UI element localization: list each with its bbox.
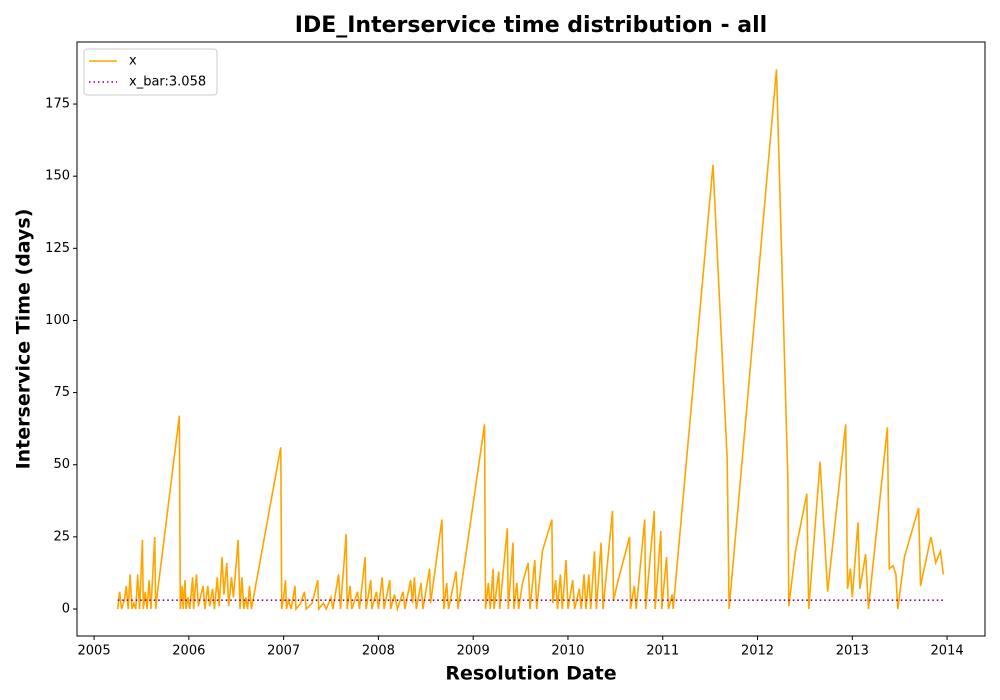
y-tick-label: 100 [45,313,70,328]
legend-label: x [129,54,137,69]
legend-box [83,48,218,96]
y-tick-label: 150 [45,169,70,184]
y-tick-label: 50 [53,457,70,472]
x-tick-label: 2006 [172,644,205,659]
x-tick-label: 2005 [78,644,111,659]
x-tick-label: 2012 [741,644,774,659]
y-tick-label: 175 [45,97,70,112]
x-tick-label: 2013 [836,644,869,659]
legend-label: x_bar:3.058 [129,75,206,90]
y-tick-label: 25 [53,529,70,544]
chart-title: IDE_Interservice time distribution - all [295,13,767,38]
x-tick-label: 2009 [457,644,490,659]
x-tick-label: 2007 [267,644,300,659]
x-tick-label: 2010 [551,644,584,659]
x-tick-label: 2008 [362,644,395,659]
plot-frame [76,41,986,637]
x-axis-label: Resolution Date [445,663,616,685]
x-tick-label: 2014 [931,644,964,659]
y-tick-label: 75 [53,385,70,400]
y-tick-label: 125 [45,241,70,256]
x-tick-label: 2011 [646,644,679,659]
y-axis-label: Interservice Time (days) [13,209,35,470]
data-line [116,69,945,613]
y-tick-label: 0 [62,602,70,617]
